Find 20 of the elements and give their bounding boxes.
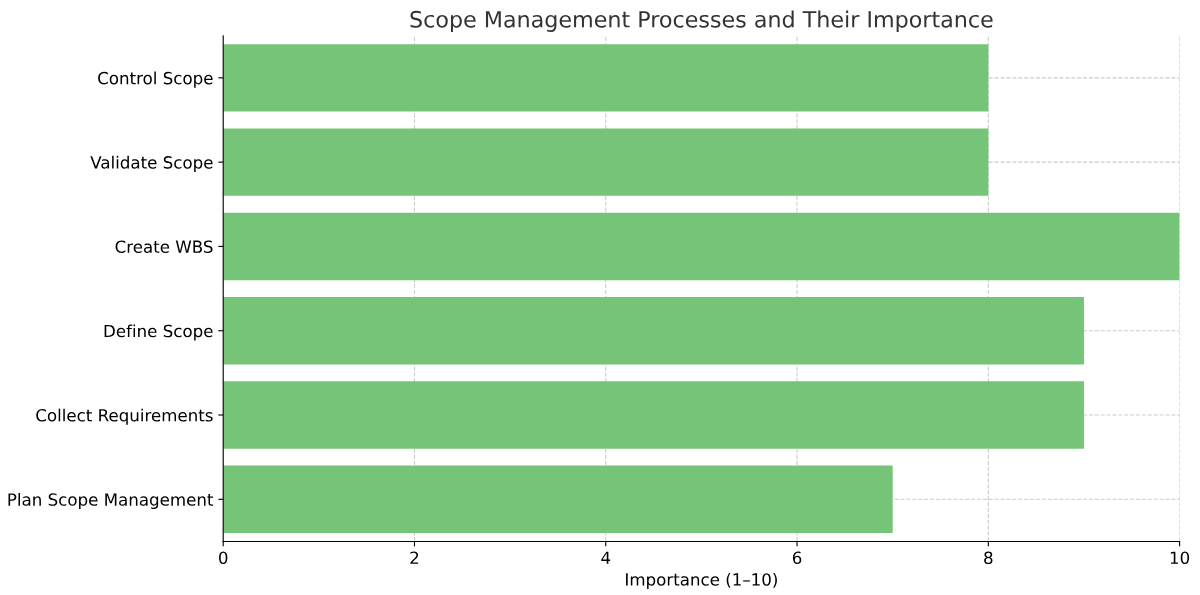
- bar: [223, 297, 1084, 365]
- bar: [223, 465, 893, 534]
- x-tick-label: 2: [410, 551, 419, 564]
- y-tick-label: Collect Requirements: [36, 408, 213, 425]
- x-tick-label: 0: [219, 551, 228, 565]
- x-tick-label: 8: [984, 551, 993, 565]
- bar: [223, 128, 989, 196]
- x-axis-title: Importance (1–10): [626, 572, 777, 589]
- x-tick-label: 10: [1170, 551, 1190, 565]
- y-tick-label: Define Scope: [104, 324, 213, 341]
- y-tick-label: Validate Scope: [90, 155, 213, 172]
- chart-title: Scope Management Processes and Their Importance: [410, 10, 993, 32]
- y-tick-label: Create WBS: [115, 240, 213, 253]
- x-tick-label: 4: [601, 551, 611, 564]
- bar: [223, 212, 1180, 281]
- x-tick-label: 6: [792, 551, 802, 565]
- y-tick-label: Plan Scope Management: [8, 492, 214, 510]
- y-tick-label: Control Scope: [98, 71, 213, 88]
- bar: [223, 381, 1084, 449]
- bar: [223, 44, 989, 112]
